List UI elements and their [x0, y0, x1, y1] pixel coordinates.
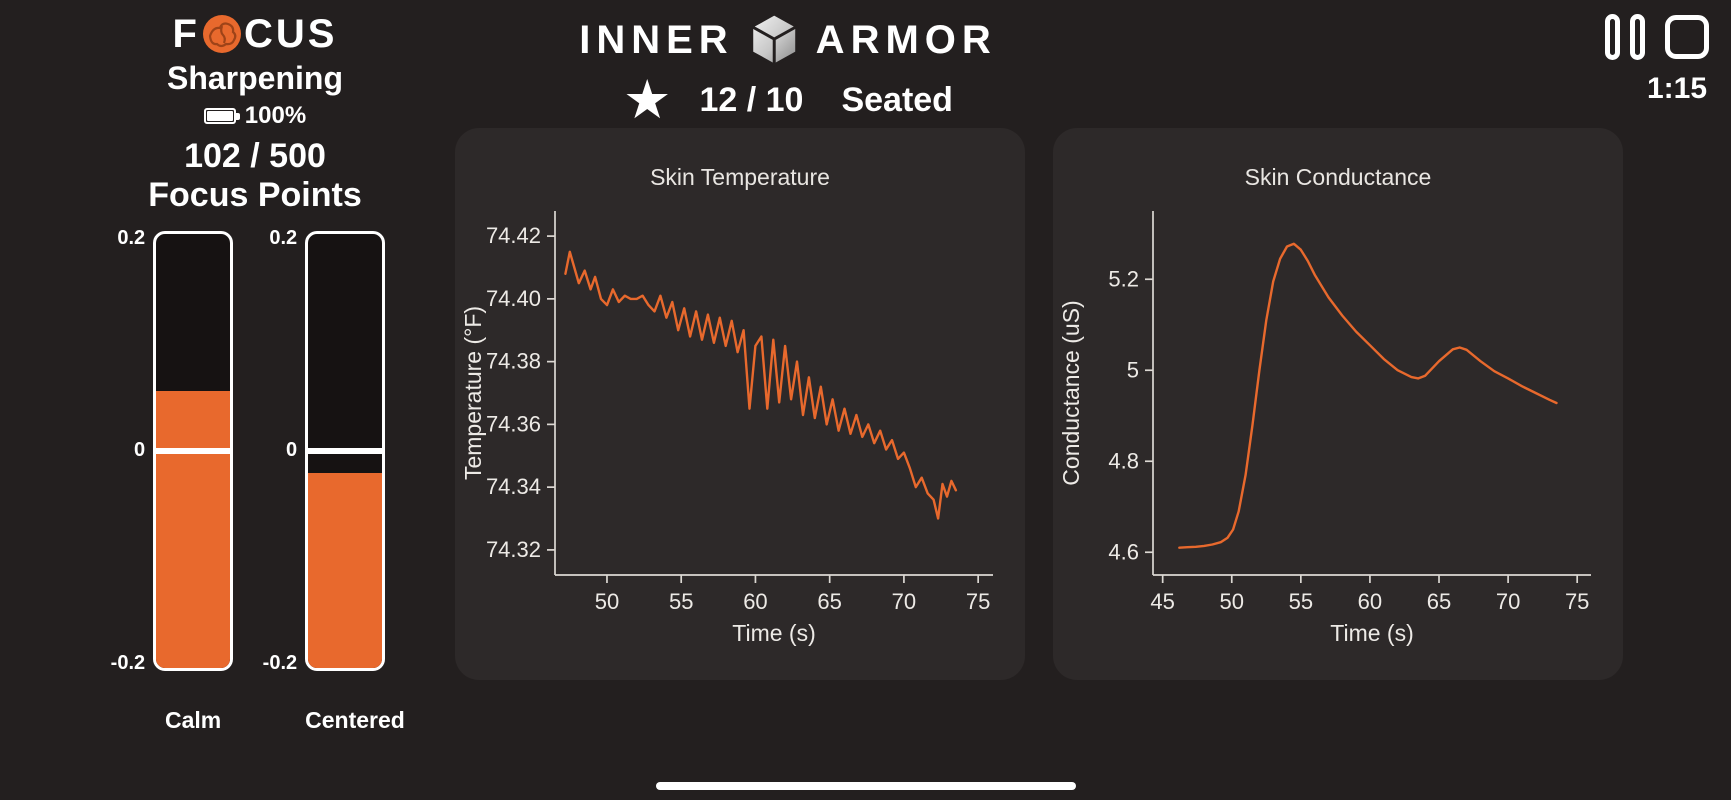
svg-text:60: 60	[743, 589, 767, 614]
battery-full-icon	[203, 108, 240, 124]
gauge-tick-bottom: -0.2	[262, 652, 298, 674]
gauge-tick-zero: 0	[134, 439, 146, 461]
session-controls: 1:15	[1605, 14, 1709, 106]
gauge-fill	[308, 472, 383, 668]
gauge-tick-bottom: -0.2	[110, 652, 146, 674]
gauges-row: 0.2 0 -0.2 Calm 0.2 0 -0.2	[105, 227, 405, 734]
focus-brand-suffix: CUS	[243, 12, 338, 56]
brand-inner-text: INNER	[579, 17, 734, 62]
gauge-track	[305, 231, 386, 671]
svg-text:Conductance (uS): Conductance (uS)	[1058, 300, 1084, 485]
svg-text:74.36: 74.36	[486, 411, 541, 436]
gauge-axis-labels: 0.2 0 -0.2	[105, 227, 153, 674]
pause-button[interactable]	[1605, 14, 1645, 60]
gauge-track	[153, 231, 234, 671]
skin-temperature-card: Skin Temperature 50 55 60 65 70 75 74.32 74.34 7…	[455, 128, 1025, 680]
svg-text:Time (s): Time (s)	[1330, 620, 1413, 646]
skin-temperature-chart: 50 55 60 65 70 75 74.32 74.34 74.36 74.38 74.40 74.…	[460, 211, 993, 646]
gauge-calm: 0.2 0 -0.2 Calm	[105, 227, 234, 734]
focus-points-score: 102 / 500	[184, 137, 326, 175]
svg-text:45: 45	[1150, 589, 1174, 614]
gauge-tick-zero: 0	[286, 439, 298, 461]
gauge-body: 0.2 0 -0.2	[257, 227, 405, 674]
gauge-tick-top: 0.2	[117, 227, 146, 249]
gauge-zero-line	[156, 448, 231, 454]
skin-conductance-card: Skin Conductance 45 50 55 60 65 70 75 4.6 4.8 5 5.…	[1053, 128, 1623, 680]
session-status-row: ★ 12 / 10 Seated	[623, 73, 953, 127]
controls-row	[1605, 14, 1709, 60]
star-icon: ★	[623, 70, 672, 130]
focus-logo: F CUS	[173, 10, 338, 58]
mode-subtitle: Sharpening	[166, 60, 343, 96]
home-indicator[interactable]	[655, 782, 1076, 790]
rep-score: 12 / 10	[699, 80, 804, 119]
svg-text:60: 60	[1358, 589, 1382, 614]
focus-panel: F CUS Sharpening 100% 102 / 500 Focus Po…	[65, 10, 445, 734]
svg-text:70: 70	[892, 589, 916, 614]
inner-armor-header: INNER ARMOR ★ 12 / 10	[579, 12, 997, 127]
focus-points-label: Focus Points	[148, 176, 362, 214]
svg-text:4.8: 4.8	[1108, 448, 1139, 473]
gauge-body: 0.2 0 -0.2	[105, 227, 234, 674]
battery-indicator: 100%	[203, 102, 307, 129]
battery-percent: 100%	[244, 102, 307, 129]
svg-text:70: 70	[1496, 589, 1520, 614]
svg-text:65: 65	[817, 589, 841, 614]
cube-icon	[750, 12, 800, 67]
session-timer: 1:15	[1646, 72, 1707, 105]
svg-text:5.2: 5.2	[1108, 266, 1139, 291]
svg-text:65: 65	[1427, 589, 1451, 614]
svg-text:74.40: 74.40	[486, 286, 541, 311]
gauge-label-centered: Centered	[305, 707, 405, 733]
svg-text:55: 55	[1289, 589, 1313, 614]
gauge-axis-labels: 0.2 0 -0.2	[257, 227, 305, 674]
svg-text:55: 55	[669, 589, 693, 614]
stop-button[interactable]	[1665, 15, 1709, 59]
svg-text:74.32: 74.32	[486, 537, 541, 562]
svg-text:50: 50	[1220, 589, 1244, 614]
svg-text:Time (s): Time (s)	[732, 620, 815, 646]
inner-armor-logo: INNER ARMOR	[579, 12, 997, 67]
svg-text:74.42: 74.42	[486, 223, 541, 248]
svg-text:4.6: 4.6	[1108, 539, 1139, 564]
brain-icon	[202, 14, 242, 54]
gauge-zero-line	[308, 448, 383, 454]
svg-text:75: 75	[1565, 589, 1589, 614]
battery-fill	[206, 111, 233, 121]
skin-conductance-chart: 45 50 55 60 65 70 75 4.6 4.8 5 5.2 Time (s) Conducta…	[1058, 211, 1591, 646]
gauge-fill	[156, 391, 231, 668]
svg-text:Temperature (°F): Temperature (°F)	[460, 306, 486, 480]
brand-armor-text: ARMOR	[815, 17, 997, 62]
svg-text:75: 75	[966, 589, 990, 614]
pause-icon	[1605, 14, 1620, 60]
pause-icon	[1630, 14, 1645, 60]
gauge-tick-top: 0.2	[269, 227, 298, 249]
gauge-label-calm: Calm	[165, 707, 222, 733]
gauge-centered: 0.2 0 -0.2 Centered	[257, 227, 405, 734]
chart-title-conductance: Skin Conductance	[1244, 164, 1432, 190]
svg-text:50: 50	[595, 589, 619, 614]
svg-text:5: 5	[1127, 357, 1139, 382]
posture-label: Seated	[841, 80, 953, 119]
svg-text:74.38: 74.38	[486, 349, 541, 374]
svg-text:74.34: 74.34	[486, 474, 541, 499]
focus-brand-prefix: F	[172, 12, 200, 56]
chart-title-temperature: Skin Temperature	[650, 164, 830, 190]
